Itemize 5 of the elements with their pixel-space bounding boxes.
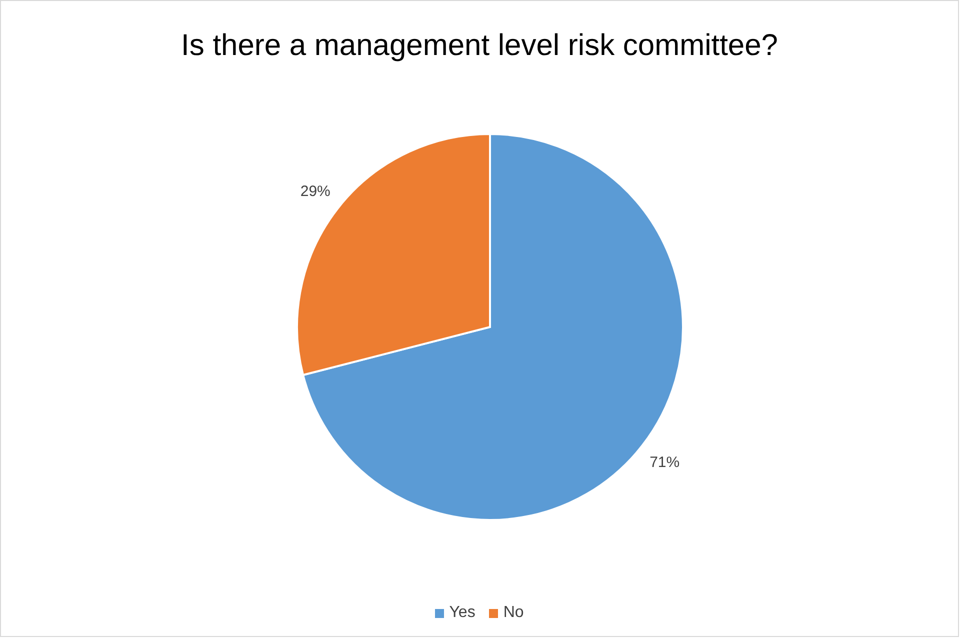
data-label: 29% (300, 183, 330, 200)
data-label: 71% (650, 454, 680, 471)
legend-label: Yes (449, 604, 476, 622)
chart-title: Is there a management level risk committee? (180, 29, 779, 63)
legend-label: No (503, 604, 524, 622)
